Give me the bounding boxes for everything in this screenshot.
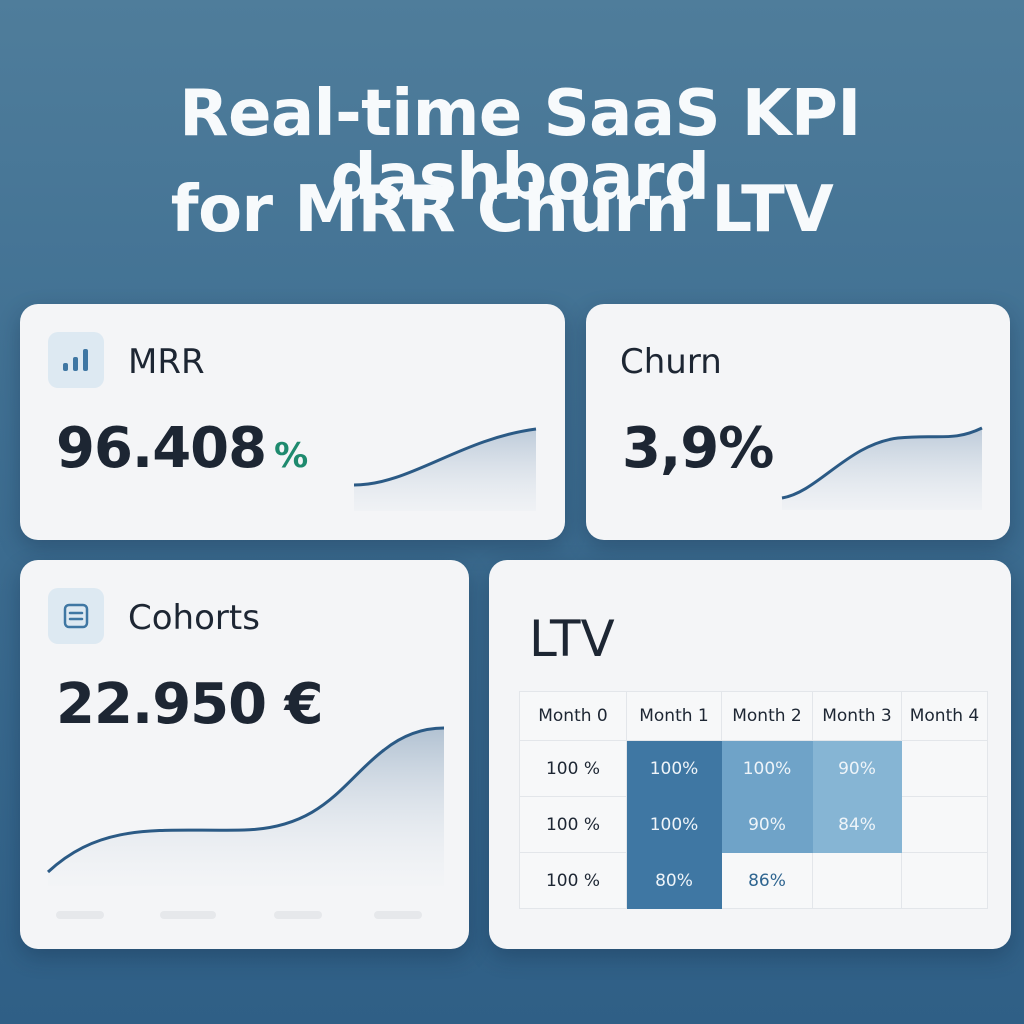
x-axis-tick-placeholder [274,911,322,919]
churn-sparkline [781,426,983,510]
table-cell [901,852,988,909]
table-cell: 100 % [519,740,627,797]
table-cell: 100% [626,796,722,853]
column-header: Month 1 [626,691,722,741]
column-header: Month 2 [721,691,813,741]
table-cell: 100% [721,740,813,797]
table-cell: 100 % [519,796,627,853]
mrr-value-unit: % [274,436,309,476]
x-axis-tick-placeholder [374,911,422,919]
churn-value: 3,9% [622,416,774,481]
ltv-title: LTV [529,610,615,668]
table-cell: 84% [812,796,902,853]
table-cell: 90% [812,740,902,797]
bar-chart-icon [48,332,104,388]
mrr-card[interactable]: MRR 96.408% [20,304,565,540]
mrr-sparkline [353,427,537,511]
table-row: 100 % 80% 86% [519,852,988,909]
ltv-cohort-table: Month 0 Month 1 Month 2 Month 3 Month 4 … [519,691,988,909]
cohorts-area-chart [46,726,445,886]
column-header: Month 3 [812,691,902,741]
churn-card[interactable]: Churn 3,9% [586,304,1010,540]
churn-title: Churn [620,342,722,382]
x-axis-tick-placeholder [56,911,104,919]
page-title-line-1: Real-time SaaS KPI dashboard [179,77,861,215]
mrr-value-number: 96.408 [56,416,267,481]
mrr-value: 96.408% [56,416,308,481]
x-axis-tick-placeholder [160,911,216,919]
table-cell [901,740,988,797]
table-row: 100 % 100% 100% 90% [519,740,988,797]
table-row: 100 % 100% 90% 84% [519,796,988,853]
mrr-title: MRR [128,342,205,382]
cohorts-card[interactable]: Cohorts 22.950 € [20,560,469,949]
column-header: Month 0 [519,691,627,741]
cohorts-title: Cohorts [128,598,260,638]
table-cell: 100 % [519,852,627,909]
page-title-line-2: for MRR Churn LTV [170,173,834,247]
table-cell [901,796,988,853]
ltv-card[interactable]: LTV Month 0 Month 1 Month 2 Month 3 Mont… [489,560,1011,949]
document-list-icon [48,588,104,644]
table-cell: 86% [721,852,813,909]
table-cell [812,852,902,909]
cohorts-value: 22.950 € [56,672,324,737]
table-cell: 100% [626,740,722,797]
table-cell: 80% [626,852,722,909]
table-cell: 90% [721,796,813,853]
column-header: Month 4 [901,691,988,741]
